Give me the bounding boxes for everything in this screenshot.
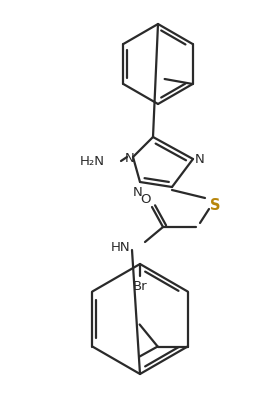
Text: N: N: [195, 153, 205, 166]
Text: S: S: [210, 198, 220, 213]
Text: O: O: [140, 193, 150, 206]
Text: H₂N: H₂N: [80, 155, 105, 168]
Text: Br: Br: [133, 280, 147, 293]
Text: HN: HN: [110, 241, 130, 254]
Text: N: N: [125, 152, 135, 165]
Text: N: N: [133, 186, 143, 199]
